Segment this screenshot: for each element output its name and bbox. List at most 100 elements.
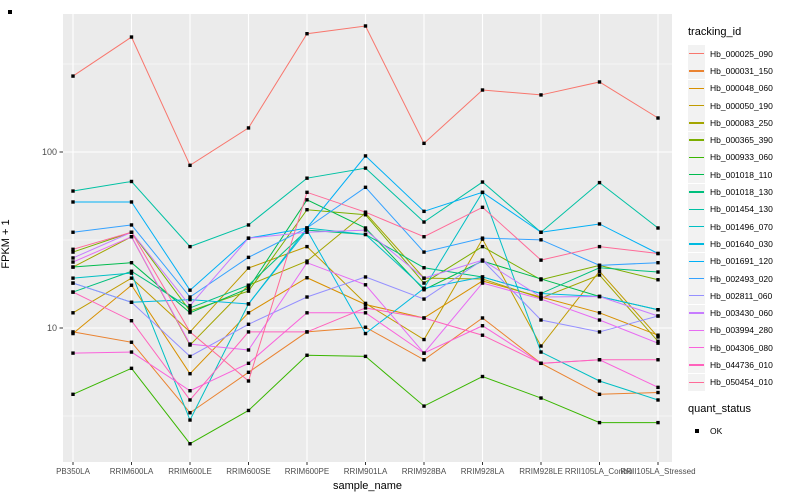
legend-key [688, 287, 705, 305]
data-point [129, 200, 134, 204]
legend-label: Hb_001496_070 [710, 221, 773, 232]
data-point [71, 200, 75, 204]
data-point [656, 390, 660, 395]
stray-point [8, 10, 12, 14]
data-point [188, 371, 192, 376]
data-point [71, 281, 75, 285]
x-tick-label: RRII105LA_Stressed [620, 467, 695, 476]
line-swatch-icon [689, 70, 704, 72]
legend-key [688, 166, 705, 184]
data-point [480, 316, 485, 320]
legend-label: Hb_003994_280 [710, 325, 773, 336]
legend-item-Hb_000025_090: Hb_000025_090 [688, 45, 800, 63]
data-point [656, 270, 660, 274]
legend-label: Hb_000365_390 [710, 135, 773, 146]
data-point [422, 404, 426, 408]
data-point [539, 344, 543, 348]
legend-items: Hb_000025_090 Hb_000031_150 Hb_000048_060 H… [688, 45, 800, 391]
black-square-marker-icon [694, 428, 699, 433]
legend-key [688, 79, 705, 97]
data-point [129, 223, 134, 227]
data-point [656, 341, 660, 345]
legend-key [688, 235, 705, 253]
data-point [656, 116, 660, 120]
data-point [188, 309, 192, 313]
data-point [129, 366, 134, 371]
data-point [305, 311, 309, 315]
data-point [71, 265, 75, 269]
legend-label: Hb_002493_020 [710, 273, 773, 284]
data-point [539, 291, 543, 296]
data-point [305, 244, 309, 249]
data-point [305, 295, 309, 299]
line-swatch-icon [689, 295, 704, 297]
legend-item-Hb_001496_070: Hb_001496_070 [688, 218, 800, 236]
data-point [422, 141, 426, 146]
data-point [480, 275, 485, 279]
data-point [656, 278, 660, 282]
data-point [305, 260, 309, 265]
data-point [656, 420, 660, 425]
data-point [597, 392, 602, 397]
legend-label: Hb_000048_060 [710, 83, 773, 94]
data-point [246, 311, 251, 315]
legend-label: Hb_001018_110 [710, 169, 773, 180]
data-point [539, 350, 543, 354]
data-point [246, 286, 251, 291]
data-point [363, 283, 368, 287]
data-point [188, 418, 192, 422]
legend-key [688, 62, 705, 80]
legend-key [688, 183, 705, 201]
line-swatch-icon [689, 122, 704, 124]
data-point [539, 230, 543, 234]
data-point [539, 361, 543, 366]
legend-label: Hb_002811_060 [710, 290, 773, 301]
data-point [246, 302, 251, 306]
legend-item-Hb_000933_060: Hb_000933_060 [688, 148, 800, 166]
data-point [422, 235, 426, 239]
data-point [422, 220, 426, 224]
legend-label: Hb_001018_130 [710, 187, 773, 198]
data-point [480, 279, 485, 283]
data-point [480, 333, 485, 337]
data-point [129, 269, 134, 273]
ok-key [688, 422, 705, 439]
data-point [656, 308, 660, 312]
data-point [246, 283, 251, 287]
data-point [422, 337, 426, 342]
legend-key [688, 114, 705, 132]
data-point [480, 281, 485, 285]
line-swatch-icon [689, 381, 704, 383]
line-swatch-icon [689, 243, 704, 245]
data-point [188, 342, 192, 346]
x-tick-label: RRIM928LA [461, 467, 505, 476]
data-point [656, 398, 660, 402]
data-point [363, 185, 368, 190]
data-point [71, 311, 75, 315]
data-point [71, 290, 75, 294]
data-point [71, 260, 75, 264]
line-swatch-icon [689, 364, 704, 366]
data-point [246, 379, 251, 383]
data-point [188, 297, 192, 302]
data-point [363, 154, 368, 158]
panel-background [63, 14, 672, 462]
data-point [480, 244, 485, 249]
x-tick-label: RRIM600SE [226, 467, 270, 476]
data-point [129, 271, 134, 275]
legend-key [688, 148, 705, 166]
data-point [363, 306, 368, 310]
data-point [480, 374, 485, 379]
legend-item-ok: OK [688, 422, 800, 439]
legend-key [688, 252, 705, 270]
data-point [71, 392, 75, 397]
data-point [480, 324, 485, 328]
data-point [656, 314, 660, 318]
legend-item-Hb_000050_190: Hb_000050_190 [688, 97, 800, 115]
line-swatch-icon [689, 346, 704, 349]
data-point [129, 179, 134, 184]
data-point [188, 411, 192, 415]
legend-key [688, 339, 705, 357]
line-swatch-icon [689, 174, 704, 176]
